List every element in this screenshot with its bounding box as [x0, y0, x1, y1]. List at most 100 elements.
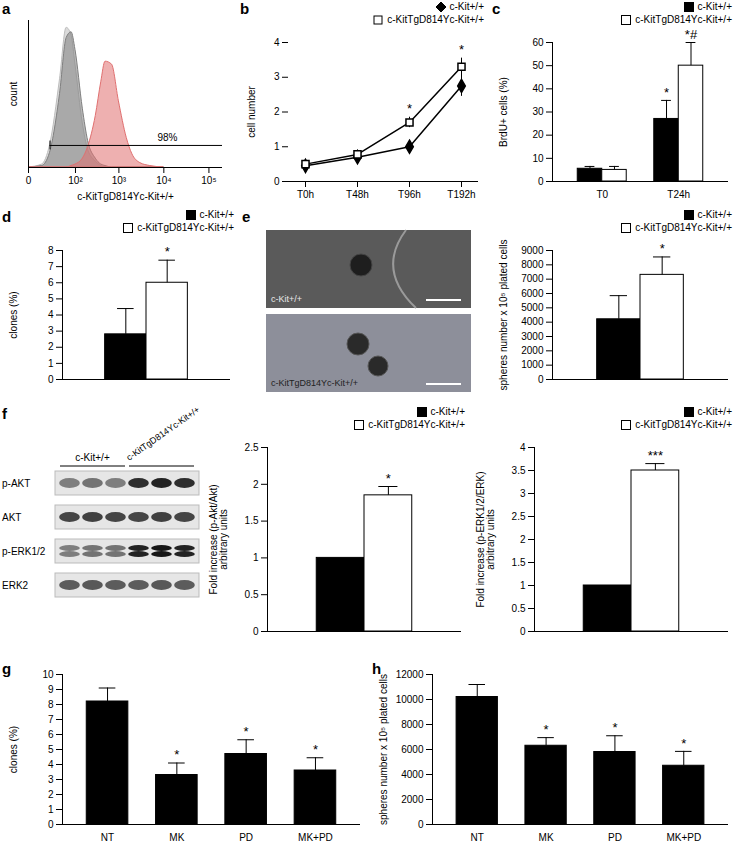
svg-text:***: *** [648, 448, 663, 463]
svg-text:10: 10 [42, 669, 54, 680]
svg-text:*: * [386, 471, 391, 486]
svg-text:spheres number x 10⁵ plated ce: spheres number x 10⁵ plated cells [498, 240, 509, 391]
svg-text:3: 3 [274, 71, 280, 82]
svg-text:c-Kit+/+: c-Kit+/+ [271, 294, 302, 304]
svg-text:6000: 6000 [401, 744, 424, 755]
svg-text:c-KitTgD814Yc-Kit+/+: c-KitTgD814Yc-Kit+/+ [271, 378, 358, 388]
svg-text:T0: T0 [596, 189, 608, 200]
svg-text:*: * [407, 101, 412, 116]
svg-text:spheres number x 10⁵ plated ce: spheres number x 10⁵ plated cells [378, 674, 389, 825]
svg-text:c-Kit+/+: c-Kit+/+ [75, 452, 110, 463]
svg-text:*#: *# [685, 27, 698, 42]
svg-text:1: 1 [48, 358, 54, 369]
svg-text:2: 2 [274, 106, 280, 117]
svg-text:p-ERK1/2: p-ERK1/2 [2, 546, 46, 557]
svg-text:T48h: T48h [346, 189, 369, 200]
svg-text:0: 0 [520, 626, 526, 637]
svg-text:4000: 4000 [401, 769, 424, 780]
svg-text:3: 3 [520, 488, 526, 499]
svg-text:2.5: 2.5 [245, 442, 259, 453]
svg-text:p-AKT: p-AKT [2, 478, 30, 489]
svg-text:0: 0 [538, 176, 544, 187]
svg-text:10: 10 [532, 153, 544, 164]
svg-text:2: 2 [48, 341, 54, 352]
svg-text:10³: 10³ [112, 175, 127, 186]
svg-text:T24h: T24h [667, 189, 690, 200]
svg-text:10000: 10000 [396, 694, 424, 705]
svg-text:2: 2 [48, 789, 54, 800]
svg-text:0.5: 0.5 [512, 603, 526, 614]
svg-text:3: 3 [48, 325, 54, 336]
svg-text:0: 0 [274, 176, 280, 187]
svg-text:MK+PD: MK+PD [666, 832, 701, 843]
svg-text:1000: 1000 [521, 359, 544, 370]
svg-text:5000: 5000 [521, 302, 544, 313]
svg-text:10⁵: 10⁵ [201, 175, 216, 186]
svg-text:3.5: 3.5 [512, 465, 526, 476]
svg-text:count: count [8, 82, 19, 107]
svg-text:98%: 98% [157, 132, 177, 143]
svg-text:Fold increase (p-Akt/Akt)arbit: Fold increase (p-Akt/Akt)arbitrary units [208, 484, 229, 594]
svg-text:9000: 9000 [521, 245, 544, 256]
svg-text:4000: 4000 [521, 316, 544, 327]
svg-text:4: 4 [48, 759, 54, 770]
svg-text:6: 6 [48, 729, 54, 740]
svg-text:30: 30 [532, 106, 544, 117]
svg-text:c-KitTgD814Yc-Kit+/+: c-KitTgD814Yc-Kit+/+ [124, 405, 201, 463]
svg-text:T96h: T96h [398, 189, 421, 200]
svg-text:*: * [664, 85, 669, 100]
svg-text:1.5: 1.5 [512, 557, 526, 568]
svg-text:2000: 2000 [401, 794, 424, 805]
svg-text:PD: PD [239, 832, 253, 843]
svg-text:3000: 3000 [521, 331, 544, 342]
svg-text:*: * [165, 244, 170, 259]
svg-text:0: 0 [48, 374, 54, 385]
svg-text:AKT: AKT [2, 512, 21, 523]
svg-text:3: 3 [48, 774, 54, 785]
svg-text:4: 4 [520, 442, 526, 453]
svg-text:MK: MK [539, 832, 554, 843]
svg-text:c-KitTgD814Yc-Kit+/+: c-KitTgD814Yc-Kit+/+ [77, 191, 174, 202]
svg-text:0.5: 0.5 [245, 589, 259, 600]
svg-text:6: 6 [48, 277, 54, 288]
svg-text:NT: NT [471, 832, 484, 843]
svg-text:8: 8 [48, 699, 54, 710]
svg-text:20: 20 [532, 129, 544, 140]
svg-text:BrdU+ cells (%): BrdU+ cells (%) [498, 77, 509, 147]
svg-text:0: 0 [538, 374, 544, 385]
svg-text:*: * [244, 724, 249, 739]
svg-text:7000: 7000 [521, 273, 544, 284]
svg-text:2: 2 [253, 479, 259, 490]
svg-text:0: 0 [26, 175, 32, 186]
svg-text:60: 60 [532, 37, 544, 48]
svg-text:*: * [313, 742, 318, 757]
svg-text:12000: 12000 [396, 669, 424, 680]
svg-text:8: 8 [48, 245, 54, 256]
svg-text:0: 0 [253, 626, 259, 637]
svg-text:2: 2 [520, 534, 526, 545]
svg-text:4: 4 [274, 37, 280, 48]
svg-text:10⁴: 10⁴ [156, 175, 171, 186]
svg-text:7: 7 [48, 714, 54, 725]
svg-text:1: 1 [274, 141, 280, 152]
svg-text:1: 1 [253, 552, 259, 563]
svg-text:T192h: T192h [447, 189, 475, 200]
svg-text:ERK2: ERK2 [2, 580, 29, 591]
svg-text:50: 50 [532, 60, 544, 71]
svg-text:6000: 6000 [521, 288, 544, 299]
svg-text:8000: 8000 [521, 259, 544, 270]
svg-text:8000: 8000 [401, 719, 424, 730]
svg-text:clones (%): clones (%) [8, 726, 19, 773]
svg-text:40: 40 [532, 83, 544, 94]
svg-text:*: * [459, 42, 464, 57]
svg-text:2.5: 2.5 [512, 511, 526, 522]
svg-text:5: 5 [48, 293, 54, 304]
svg-text:1: 1 [48, 804, 54, 815]
svg-text:7: 7 [48, 261, 54, 272]
svg-text:9: 9 [48, 684, 54, 695]
svg-text:*: * [660, 241, 665, 256]
svg-text:4: 4 [48, 309, 54, 320]
svg-text:MK+PD: MK+PD [298, 832, 333, 843]
svg-text:PD: PD [608, 832, 622, 843]
svg-text:clones (%): clones (%) [8, 291, 19, 338]
